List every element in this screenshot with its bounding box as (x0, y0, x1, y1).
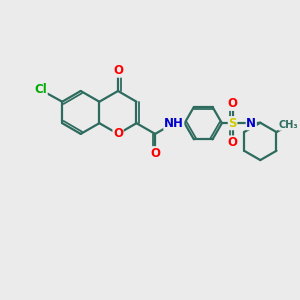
Text: O: O (150, 147, 160, 160)
Text: O: O (228, 136, 238, 149)
Text: S: S (228, 117, 237, 130)
Text: O: O (113, 128, 123, 140)
Text: N: N (246, 117, 256, 130)
Text: CH₃: CH₃ (279, 120, 298, 130)
Text: O: O (228, 98, 238, 110)
Text: O: O (113, 64, 123, 77)
Text: Cl: Cl (34, 83, 47, 96)
Text: NH: NH (164, 117, 184, 130)
